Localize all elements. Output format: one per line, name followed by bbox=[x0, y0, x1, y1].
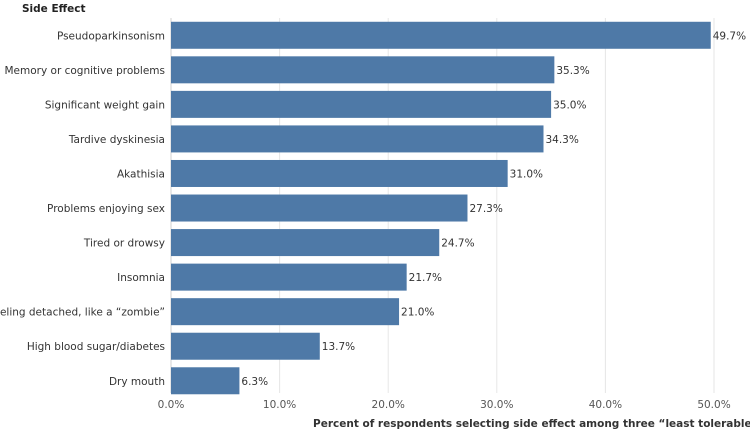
category-label: Memory or cognitive problems bbox=[4, 65, 165, 77]
category-label: Pseudoparkinsonism bbox=[57, 30, 165, 42]
value-label: 24.7% bbox=[441, 238, 474, 250]
bar[interactable] bbox=[171, 263, 407, 291]
x-axis-title: Percent of respondents selecting side ef… bbox=[313, 418, 750, 430]
value-label: 35.3% bbox=[556, 65, 589, 77]
value-label: 6.3% bbox=[241, 376, 268, 388]
value-label: 31.0% bbox=[510, 168, 543, 180]
y-axis-title: Side Effect bbox=[22, 3, 86, 15]
bar[interactable] bbox=[171, 21, 711, 49]
bar[interactable] bbox=[171, 298, 400, 326]
value-label: 35.0% bbox=[553, 99, 586, 111]
value-label: 21.0% bbox=[401, 307, 434, 319]
value-label: 49.7% bbox=[713, 30, 746, 42]
category-labels: Pseudoparkinsonism Memory or cognitive pr… bbox=[0, 30, 165, 388]
value-label: 34.3% bbox=[545, 134, 578, 146]
bar[interactable] bbox=[171, 159, 508, 187]
bar[interactable] bbox=[171, 332, 320, 360]
x-tick-label: 40.0% bbox=[589, 399, 622, 411]
bar[interactable] bbox=[171, 367, 240, 395]
x-tick-label: 0.0% bbox=[158, 399, 185, 411]
x-tick-labels: 0.0% 10.0% 20.0% 30.0% 40.0% 50.0% bbox=[158, 399, 731, 411]
x-tick-label: 10.0% bbox=[263, 399, 296, 411]
bar[interactable] bbox=[171, 194, 468, 222]
bar[interactable] bbox=[171, 56, 555, 84]
category-label: Tardive dyskinesia bbox=[68, 134, 165, 146]
category-label: Problems enjoying sex bbox=[47, 203, 165, 215]
category-label: Tired or drowsy bbox=[83, 238, 165, 250]
value-label: 27.3% bbox=[469, 203, 502, 215]
value-label: 13.7% bbox=[322, 341, 355, 353]
bar[interactable] bbox=[171, 90, 552, 118]
bar[interactable] bbox=[171, 125, 544, 153]
x-tick-label: 30.0% bbox=[480, 399, 513, 411]
category-label: Akathisia bbox=[117, 168, 165, 180]
category-label: Significant weight gain bbox=[45, 99, 165, 111]
x-axis-title-text: Percent of respondents selecting side ef… bbox=[313, 418, 750, 430]
category-label: Feeling detached, like a “zombie” bbox=[0, 307, 165, 319]
category-label: Insomnia bbox=[117, 272, 165, 284]
value-labels: 49.7% 35.3% 35.0% 34.3% 31.0% 27.3% 24.7% 21.7%… bbox=[241, 30, 746, 388]
bars bbox=[171, 21, 711, 395]
bar[interactable] bbox=[171, 229, 440, 257]
category-label: Dry mouth bbox=[109, 376, 165, 388]
category-label: High blood sugar/diabetes bbox=[27, 341, 165, 353]
x-tick-label: 20.0% bbox=[372, 399, 405, 411]
value-label: 21.7% bbox=[409, 272, 442, 284]
x-tick-label: 50.0% bbox=[697, 399, 730, 411]
